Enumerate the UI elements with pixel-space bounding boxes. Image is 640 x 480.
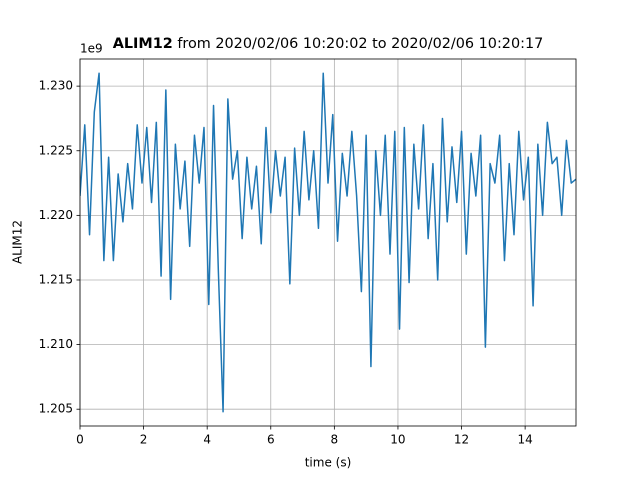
x-tick-label: 12 xyxy=(454,433,469,447)
y-axis-label: ALIM12 xyxy=(11,220,25,264)
x-tick-label: 0 xyxy=(76,433,84,447)
title-rest: from 2020/02/06 10:20:02 to 2020/02/06 1… xyxy=(177,36,543,52)
y-tick-label: 1.215 xyxy=(39,272,73,286)
y-tick-label: 1.210 xyxy=(39,337,73,351)
data-line xyxy=(80,72,576,413)
y-tick-label: 1.205 xyxy=(39,402,73,416)
x-tick-label: 8 xyxy=(331,433,339,447)
y-offset-label: 1e9 xyxy=(80,42,103,56)
x-axis-label: time (s) xyxy=(305,456,352,470)
y-tick-label: 1.230 xyxy=(39,79,73,93)
title-bold: ALIM12 xyxy=(113,36,173,52)
x-tick-label: 6 xyxy=(267,433,275,447)
x-tick-label: 14 xyxy=(517,433,532,447)
x-tick-label: 2 xyxy=(140,433,148,447)
x-tick-label: 4 xyxy=(203,433,211,447)
x-tick-label: 10 xyxy=(390,433,405,447)
y-tick-label: 1.225 xyxy=(39,143,73,157)
chart-title: ALIM12 from 2020/02/06 10:20:02 to 2020/… xyxy=(113,36,544,52)
plot-frame xyxy=(79,58,577,427)
y-tick-label: 1.220 xyxy=(39,208,73,222)
